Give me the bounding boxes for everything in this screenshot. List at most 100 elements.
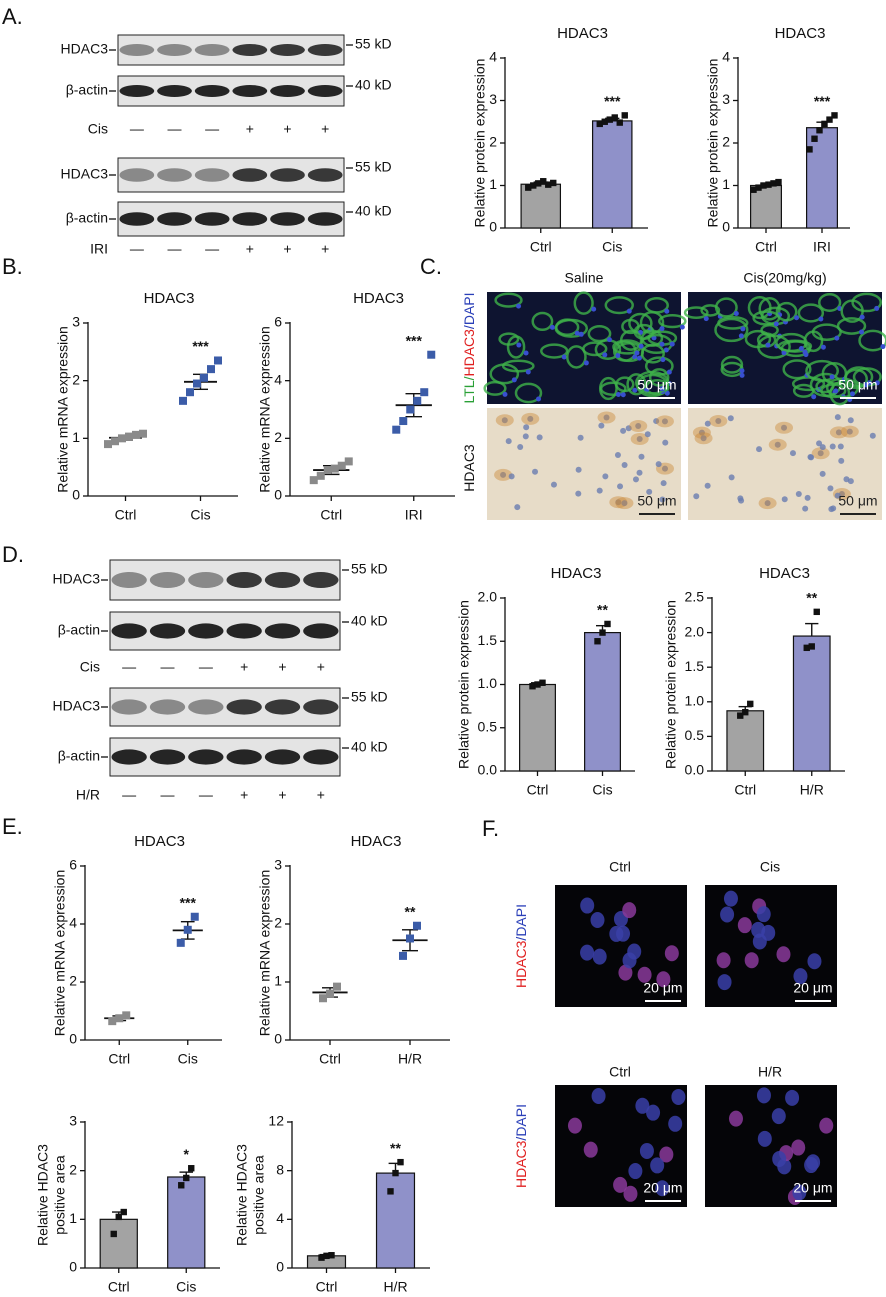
blot-band <box>149 572 186 588</box>
cell-nucleus <box>668 1115 683 1132</box>
lane-sign: + <box>246 241 254 257</box>
nucleus <box>863 382 869 388</box>
x-tick-label: Ctrl <box>108 1051 130 1067</box>
data-point <box>545 181 552 188</box>
treatment-label: IRI <box>90 241 108 257</box>
lane-sign: + <box>278 787 286 803</box>
lane-sign: + <box>321 241 329 257</box>
blot-band <box>157 168 192 182</box>
blot-band <box>188 749 224 765</box>
nucleus <box>816 440 823 447</box>
nucleus <box>834 414 841 421</box>
image-row-label: LTL/HDAC3/DAPI <box>461 292 477 403</box>
molecular-weight-marker: 55 kD <box>351 689 388 705</box>
label-part: /DAPI <box>513 1104 529 1141</box>
nucleus <box>837 443 844 450</box>
blot-band <box>307 44 343 56</box>
blot-band <box>270 212 305 226</box>
image-row-label: HDAC3/DAPI <box>513 1104 529 1188</box>
data-point <box>200 373 208 382</box>
nucleus <box>636 469 643 476</box>
data-point <box>125 432 133 441</box>
data-point <box>755 184 762 191</box>
nucleus <box>817 450 824 457</box>
cell-nucleus <box>717 974 732 991</box>
data-point <box>413 396 422 405</box>
blot-band <box>270 85 305 97</box>
blot-row-label: HDAC3 <box>53 571 101 587</box>
data-point <box>525 184 532 191</box>
nucleus <box>549 324 555 330</box>
chart-title: HDAC3 <box>557 25 608 42</box>
nucleus <box>615 499 622 506</box>
nucleus <box>874 380 880 386</box>
nucleus <box>829 443 836 450</box>
nucleus <box>798 346 804 352</box>
scale-bar-label: 20 μm <box>643 1180 682 1196</box>
y-tick-label: 4 <box>274 371 282 387</box>
data-point <box>813 608 820 616</box>
nucleus <box>500 471 507 478</box>
y-tick-label: 0 <box>274 487 282 503</box>
nucleus <box>621 500 628 507</box>
significance-label: * <box>184 1146 190 1162</box>
y-tick-label: 0.5 <box>685 727 705 743</box>
nucleus <box>625 425 632 432</box>
y-tick-label: 4 <box>69 915 77 931</box>
y-tick-label: 2 <box>274 429 282 445</box>
significance-label: ** <box>597 602 608 618</box>
data-point <box>811 135 818 142</box>
scale-bar-label: 50 μm <box>637 493 676 509</box>
cell-nucleus <box>737 917 752 934</box>
y-tick-label: 2 <box>72 371 80 387</box>
nucleus <box>715 418 722 425</box>
nucleus <box>811 394 817 400</box>
y-tick-label: 3 <box>722 91 730 107</box>
lane-sign: + <box>317 787 325 803</box>
nucleus <box>527 415 534 422</box>
panel-label: B. <box>2 254 23 279</box>
data-point <box>337 461 346 470</box>
blot-row-label: HDAC3 <box>53 698 101 714</box>
tubule <box>818 292 842 312</box>
nucleus <box>818 316 824 322</box>
data-point <box>596 120 603 128</box>
x-tick-label: Ctrl <box>755 239 777 255</box>
bar <box>519 683 556 772</box>
data-point <box>122 1011 131 1020</box>
blot-band <box>119 168 155 182</box>
y-axis-label: Relative mRNA expression <box>55 326 71 493</box>
y-tick-label: 2 <box>69 1161 77 1177</box>
cell-nucleus <box>793 968 808 985</box>
tubule <box>483 380 507 396</box>
blot-membrane <box>117 201 345 237</box>
stain <box>521 412 540 425</box>
y-axis-label: Relative protein expression <box>663 600 679 769</box>
nucleus <box>700 435 707 442</box>
blot-band <box>111 749 147 765</box>
y-tick-label: 4 <box>722 49 730 65</box>
significance-label: *** <box>192 338 209 354</box>
molecular-weight-marker: 55 kD <box>355 159 392 175</box>
nucleus <box>774 441 781 448</box>
blot-band <box>194 212 230 226</box>
nucleus <box>516 342 522 348</box>
nucleus <box>733 310 739 316</box>
data-point <box>594 638 601 645</box>
tubule <box>531 311 554 332</box>
data-point <box>316 471 325 480</box>
molecular-weight-marker: 40 kD <box>355 203 392 219</box>
tubule <box>683 306 709 320</box>
chart-title: HDAC3 <box>759 565 810 582</box>
blot-row-label: β-actin <box>58 622 100 638</box>
cell-nucleus <box>771 1108 786 1125</box>
cell-nucleus <box>580 897 595 914</box>
tubule <box>555 318 580 337</box>
stain <box>495 414 514 427</box>
nucleus <box>819 444 826 451</box>
bar <box>99 1218 138 1269</box>
data-point <box>183 925 192 934</box>
lane-sign: + <box>283 121 291 137</box>
nucleus <box>727 415 734 422</box>
data-point <box>611 114 618 121</box>
